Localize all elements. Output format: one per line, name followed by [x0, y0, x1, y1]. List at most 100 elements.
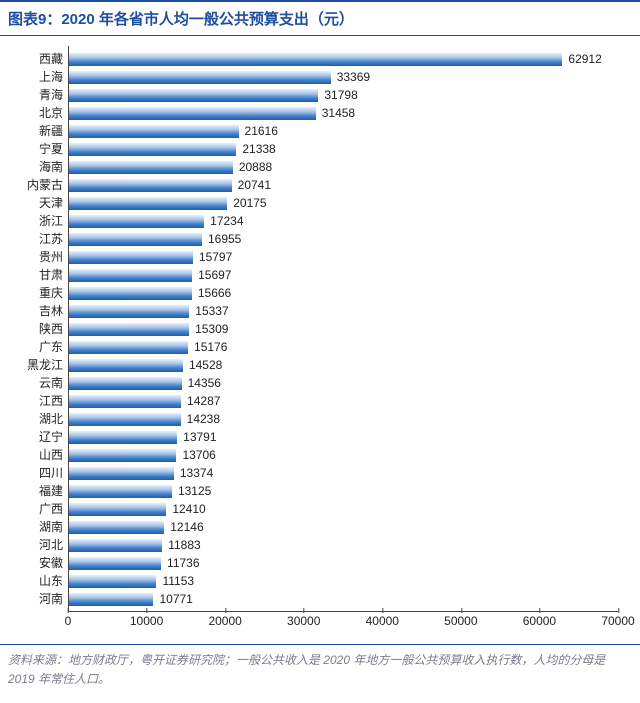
bar-row: 福建13125 — [69, 482, 618, 500]
y-axis-label: 黑龙江 — [7, 356, 63, 374]
bar — [69, 323, 189, 336]
y-axis-label: 北京 — [7, 104, 63, 122]
bar-value-label: 13125 — [178, 482, 211, 500]
bar-row: 湖南12146 — [69, 518, 618, 536]
source-bar: 资料来源：地方财政厅，粤开证券研究院；一般公共收入是 2020 年地方一般公共预… — [0, 644, 640, 699]
y-axis-label: 天津 — [7, 194, 63, 212]
bar-row: 河南10771 — [69, 590, 618, 608]
bar-value-label: 31458 — [322, 104, 355, 122]
y-axis-label: 重庆 — [7, 284, 63, 302]
bar — [69, 359, 183, 372]
bar — [69, 467, 174, 480]
plot-area: 西藏62912上海33369青海31798北京31458新疆21616宁夏213… — [68, 46, 618, 612]
y-axis-label: 江西 — [7, 392, 63, 410]
bar-value-label: 11153 — [162, 572, 194, 590]
bar-value-label: 13791 — [183, 428, 216, 446]
y-axis-label: 河北 — [7, 536, 63, 554]
bar-row: 天津20175 — [69, 194, 618, 212]
bar-row: 青海31798 — [69, 86, 618, 104]
bar-row: 甘肃15697 — [69, 266, 618, 284]
y-axis-label: 青海 — [7, 86, 63, 104]
bar-value-label: 13706 — [182, 446, 215, 464]
bar-row: 江西14287 — [69, 392, 618, 410]
bar — [69, 485, 172, 498]
y-axis-label: 海南 — [7, 158, 63, 176]
bar — [69, 125, 239, 138]
y-axis-label: 江苏 — [7, 230, 63, 248]
bar — [69, 107, 316, 120]
bar-row: 新疆21616 — [69, 122, 618, 140]
bar — [69, 503, 166, 516]
bar — [69, 143, 236, 156]
bar-row: 浙江17234 — [69, 212, 618, 230]
bar-value-label: 15176 — [194, 338, 227, 356]
bar-row: 安徽11736 — [69, 554, 618, 572]
bar-value-label: 15666 — [198, 284, 231, 302]
y-axis-label: 河南 — [7, 590, 63, 608]
bar-row: 陕西15309 — [69, 320, 618, 338]
y-axis-label: 西藏 — [7, 50, 63, 68]
bar-row: 黑龙江14528 — [69, 356, 618, 374]
bar — [69, 377, 182, 390]
bar — [69, 557, 161, 570]
bar — [69, 287, 192, 300]
y-axis-label: 辽宁 — [7, 428, 63, 446]
x-axis-tick: 70000 — [601, 614, 634, 628]
y-axis-label: 福建 — [7, 482, 63, 500]
bar-value-label: 14238 — [187, 410, 220, 428]
bar — [69, 89, 318, 102]
bar — [69, 251, 193, 264]
y-axis-label: 上海 — [7, 68, 63, 86]
bar — [69, 593, 153, 606]
bar — [69, 233, 202, 246]
y-axis-label: 山西 — [7, 446, 63, 464]
x-axis-tick: 50000 — [444, 614, 477, 628]
bar — [69, 161, 233, 174]
bar-value-label: 11883 — [168, 536, 200, 554]
bar-row: 江苏16955 — [69, 230, 618, 248]
x-axis: 010000200003000040000500006000070000 — [68, 614, 618, 640]
y-axis-label: 湖北 — [7, 410, 63, 428]
y-axis-label: 云南 — [7, 374, 63, 392]
y-axis-label: 浙江 — [7, 212, 63, 230]
chart-figure: 图表9：2020 年各省市人均一般公共预算支出（元） 西藏62912上海3336… — [0, 0, 640, 699]
bar-value-label: 14356 — [188, 374, 221, 392]
bar-value-label: 15337 — [195, 302, 228, 320]
x-axis-tick: 10000 — [130, 614, 163, 628]
bar — [69, 341, 188, 354]
bar — [69, 431, 177, 444]
bar-row: 贵州15797 — [69, 248, 618, 266]
bar-value-label: 15309 — [195, 320, 228, 338]
bar — [69, 71, 331, 84]
y-axis-label: 陕西 — [7, 320, 63, 338]
bar — [69, 413, 181, 426]
bar-row: 云南14356 — [69, 374, 618, 392]
bar-row: 西藏62912 — [69, 50, 618, 68]
bar — [69, 305, 189, 318]
bar-row: 海南20888 — [69, 158, 618, 176]
chart-area: 西藏62912上海33369青海31798北京31458新疆21616宁夏213… — [0, 36, 640, 644]
bar-row: 宁夏21338 — [69, 140, 618, 158]
bar — [69, 179, 232, 192]
bar-row: 山东11153 — [69, 572, 618, 590]
y-axis-label: 四川 — [7, 464, 63, 482]
bar-row: 四川13374 — [69, 464, 618, 482]
y-axis-label: 内蒙古 — [7, 176, 63, 194]
bar-value-label: 62912 — [568, 50, 601, 68]
bar-value-label: 14287 — [187, 392, 220, 410]
bar-row: 上海33369 — [69, 68, 618, 86]
bar-row: 湖北14238 — [69, 410, 618, 428]
bar-value-label: 17234 — [210, 212, 243, 230]
y-axis-label: 广西 — [7, 500, 63, 518]
bar-value-label: 13374 — [180, 464, 213, 482]
bar — [69, 539, 162, 552]
bar — [69, 53, 562, 66]
bar-value-label: 15697 — [198, 266, 231, 284]
bar-value-label: 15797 — [199, 248, 232, 266]
y-axis-label: 新疆 — [7, 122, 63, 140]
y-axis-label: 吉林 — [7, 302, 63, 320]
bar-value-label: 10771 — [159, 590, 192, 608]
title-bar: 图表9：2020 年各省市人均一般公共预算支出（元） — [0, 0, 640, 36]
bar-value-label: 20175 — [233, 194, 266, 212]
bar — [69, 449, 176, 462]
